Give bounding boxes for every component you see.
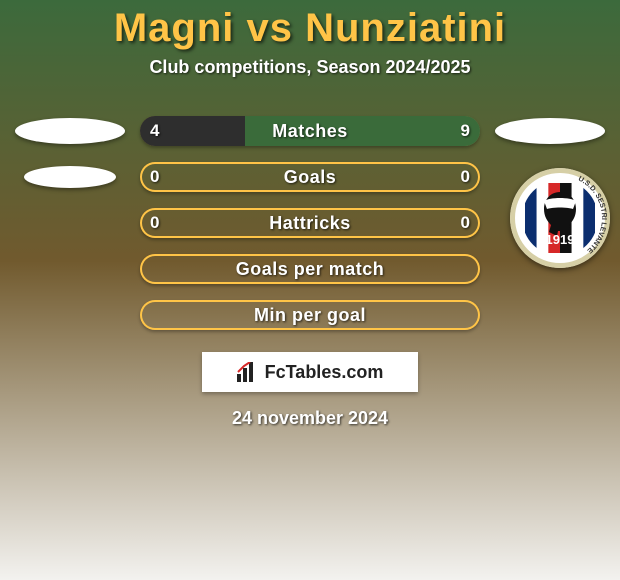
- stat-label: Goals: [140, 162, 480, 192]
- right-badge-slot: [490, 108, 610, 154]
- right-club-crest: 1919 U.S.D. SESTRI LEVANTE: [510, 168, 610, 273]
- watermark: FcTables.com: [202, 352, 418, 392]
- bars-icon: [237, 362, 259, 382]
- left-player-badge: [24, 166, 116, 188]
- left-badge-slot: [10, 108, 130, 154]
- row-matches: 49Matches: [0, 108, 620, 154]
- stat-label: Min per goal: [140, 300, 480, 330]
- stat-label: Matches: [140, 116, 480, 146]
- stat-bar: 00Hattricks: [140, 208, 480, 238]
- svg-text:1919: 1919: [546, 232, 575, 247]
- left-badge-slot: [10, 200, 130, 246]
- row-min-per-goal: Min per goal: [0, 292, 620, 338]
- date-text: 24 november 2024: [0, 408, 620, 429]
- left-badge-slot: [10, 154, 130, 200]
- stat-label: Hattricks: [140, 208, 480, 238]
- stat-bar: Min per goal: [140, 300, 480, 330]
- left-badge-slot: [10, 246, 130, 292]
- watermark-text: FcTables.com: [265, 362, 384, 383]
- left-player-badge: [15, 118, 125, 144]
- stat-bar: 49Matches: [140, 116, 480, 146]
- stat-bar: 00Goals: [140, 162, 480, 192]
- left-badge-slot: [10, 292, 130, 338]
- right-badge-slot: [490, 292, 610, 338]
- stat-bar: Goals per match: [140, 254, 480, 284]
- page-title: Magni vs Nunziatini: [0, 6, 620, 51]
- stat-label: Goals per match: [140, 254, 480, 284]
- subtitle: Club competitions, Season 2024/2025: [0, 57, 620, 78]
- right-player-badge: [495, 118, 605, 144]
